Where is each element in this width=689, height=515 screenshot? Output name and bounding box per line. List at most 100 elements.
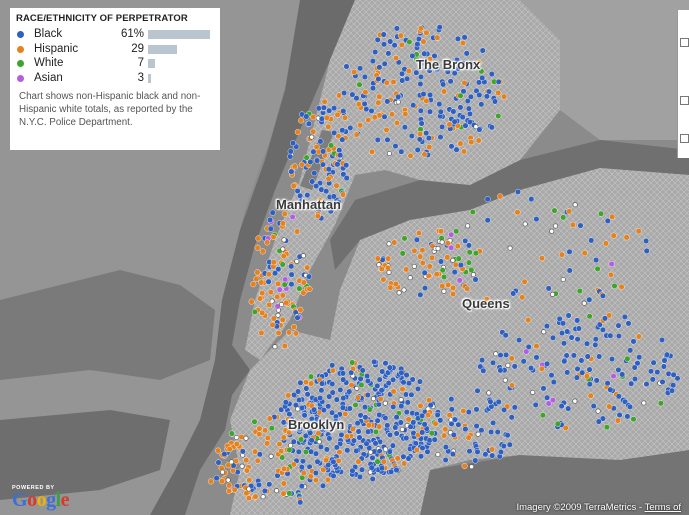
black-incident-marker[interactable] [403, 372, 410, 379]
hispanic-incident-marker[interactable] [219, 478, 226, 485]
white-incident-marker[interactable] [406, 39, 413, 46]
hispanic-incident-marker[interactable] [606, 312, 613, 319]
black-incident-marker[interactable] [319, 426, 326, 433]
white-incident-marker[interactable] [466, 249, 473, 256]
hispanic-incident-marker[interactable] [335, 133, 342, 140]
black-incident-marker[interactable] [451, 118, 458, 125]
black-incident-marker[interactable] [650, 359, 657, 366]
black-incident-marker[interactable] [403, 409, 410, 416]
black-incident-marker[interactable] [423, 130, 430, 137]
black-incident-marker[interactable] [419, 60, 426, 67]
black-incident-marker[interactable] [462, 426, 469, 433]
hispanic-incident-marker[interactable] [303, 379, 310, 386]
hispanic-incident-marker[interactable] [215, 447, 222, 454]
black-incident-marker[interactable] [381, 60, 388, 67]
black-incident-marker[interactable] [488, 429, 495, 436]
hispanic-incident-marker[interactable] [233, 441, 240, 448]
asian-incident-marker[interactable] [523, 348, 530, 355]
hispanic-incident-marker[interactable] [264, 239, 271, 246]
hispanic-incident-marker[interactable] [452, 261, 459, 268]
hispanic-incident-marker[interactable] [321, 98, 328, 105]
white-incident-marker[interactable] [586, 313, 593, 320]
marker-incident-marker[interactable] [229, 459, 235, 465]
hispanic-incident-marker[interactable] [483, 296, 490, 303]
hispanic-incident-marker[interactable] [387, 284, 394, 291]
black-incident-marker[interactable] [326, 393, 333, 400]
black-incident-marker[interactable] [326, 107, 333, 114]
black-incident-marker[interactable] [544, 394, 551, 401]
hispanic-incident-marker[interactable] [252, 493, 259, 500]
black-incident-marker[interactable] [533, 354, 540, 361]
black-incident-marker[interactable] [454, 56, 461, 63]
white-incident-marker[interactable] [472, 250, 479, 257]
black-incident-marker[interactable] [419, 412, 426, 419]
hispanic-incident-marker[interactable] [300, 470, 307, 477]
white-incident-marker[interactable] [328, 142, 335, 149]
black-incident-marker[interactable] [325, 166, 332, 173]
asian-incident-marker[interactable] [448, 244, 455, 251]
hispanic-incident-marker[interactable] [304, 264, 311, 271]
hispanic-incident-marker[interactable] [279, 316, 286, 323]
black-incident-marker[interactable] [455, 421, 462, 428]
black-incident-marker[interactable] [364, 392, 371, 399]
black-incident-marker[interactable] [364, 373, 371, 380]
hispanic-incident-marker[interactable] [335, 457, 342, 464]
hispanic-incident-marker[interactable] [291, 163, 298, 170]
marker-incident-marker[interactable] [281, 237, 287, 243]
black-incident-marker[interactable] [378, 387, 385, 394]
black-incident-marker[interactable] [325, 462, 332, 469]
white-incident-marker[interactable] [576, 288, 583, 295]
black-incident-marker[interactable] [476, 126, 483, 133]
white-incident-marker[interactable] [228, 430, 235, 437]
hispanic-incident-marker[interactable] [310, 114, 317, 121]
black-incident-marker[interactable] [343, 175, 350, 182]
marker-incident-marker[interactable] [309, 134, 315, 140]
black-incident-marker[interactable] [265, 278, 272, 285]
black-incident-marker[interactable] [287, 148, 294, 155]
black-incident-marker[interactable] [400, 379, 407, 386]
black-incident-marker[interactable] [354, 420, 361, 427]
white-incident-marker[interactable] [352, 402, 359, 409]
black-incident-marker[interactable] [386, 448, 393, 455]
black-incident-marker[interactable] [298, 483, 305, 490]
black-incident-marker[interactable] [413, 69, 420, 76]
black-incident-marker[interactable] [478, 101, 485, 108]
hispanic-incident-marker[interactable] [421, 151, 428, 158]
black-incident-marker[interactable] [329, 389, 336, 396]
hispanic-incident-marker[interactable] [343, 433, 350, 440]
black-incident-marker[interactable] [473, 423, 480, 430]
black-incident-marker[interactable] [560, 320, 567, 327]
black-incident-marker[interactable] [659, 337, 666, 344]
marker-incident-marker[interactable] [246, 486, 252, 492]
black-incident-marker[interactable] [311, 170, 318, 177]
black-incident-marker[interactable] [649, 376, 656, 383]
black-incident-marker[interactable] [267, 216, 274, 223]
black-incident-marker[interactable] [288, 281, 295, 288]
black-incident-marker[interactable] [308, 415, 315, 422]
black-incident-marker[interactable] [436, 101, 443, 108]
hispanic-incident-marker[interactable] [267, 289, 274, 296]
black-incident-marker[interactable] [298, 197, 305, 204]
white-incident-marker[interactable] [560, 214, 567, 221]
black-incident-marker[interactable] [304, 192, 311, 199]
hispanic-incident-marker[interactable] [425, 272, 432, 279]
white-incident-marker[interactable] [539, 412, 546, 419]
black-incident-marker[interactable] [261, 487, 268, 494]
hispanic-incident-marker[interactable] [250, 281, 257, 288]
hispanic-incident-marker[interactable] [291, 324, 298, 331]
hispanic-incident-marker[interactable] [457, 140, 464, 147]
marker-incident-marker[interactable] [541, 329, 547, 335]
black-incident-marker[interactable] [427, 108, 434, 115]
black-incident-marker[interactable] [388, 468, 395, 475]
asian-incident-marker[interactable] [289, 213, 296, 220]
black-incident-marker[interactable] [362, 404, 369, 411]
hispanic-incident-marker[interactable] [264, 434, 271, 441]
black-incident-marker[interactable] [478, 427, 485, 434]
black-incident-marker[interactable] [256, 481, 263, 488]
hispanic-incident-marker[interactable] [285, 392, 292, 399]
zoom-out-button[interactable] [680, 134, 689, 143]
marker-incident-marker[interactable] [581, 300, 587, 306]
black-incident-marker[interactable] [314, 157, 321, 164]
black-incident-marker[interactable] [330, 193, 337, 200]
marker-incident-marker[interactable] [239, 463, 245, 469]
